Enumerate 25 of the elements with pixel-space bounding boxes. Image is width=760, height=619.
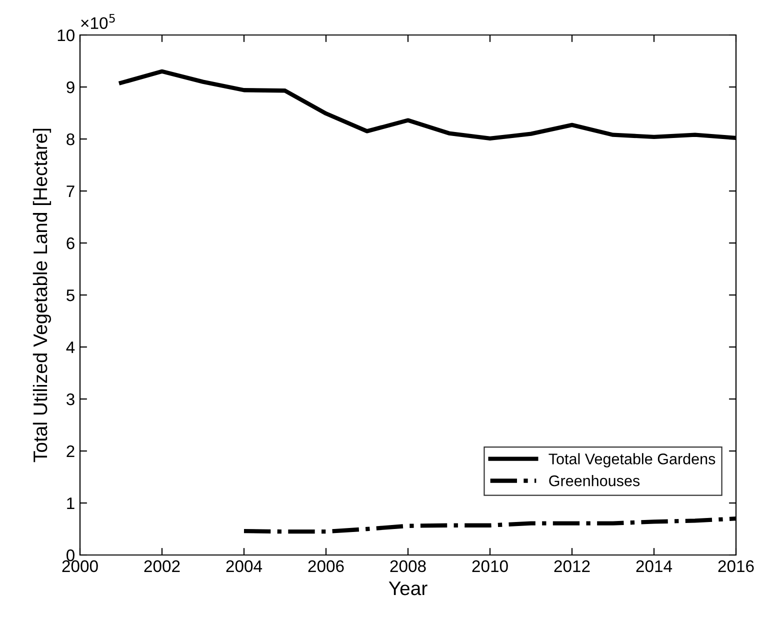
- y-tick-label: 10: [58, 29, 74, 42]
- y-tick-label: 3: [66, 393, 74, 406]
- y-tick-label: 1: [67, 498, 74, 510]
- text: ×10$^{5}$: [81, 14, 115, 29]
- y-tick-label: 4: [66, 342, 75, 354]
- x-tick-label: 2004: [226, 560, 262, 572]
- x-tick-label: 2000: [62, 560, 98, 572]
- y-tick-label: 6: [66, 237, 74, 250]
- x-tick-label: 2008: [390, 560, 426, 572]
- legend-label: Total Vegetable Gardens: [548, 453, 716, 468]
- x-tick-label: 2010: [472, 560, 508, 572]
- y-tick-label: 7: [66, 186, 74, 198]
- y-tick-label: 2: [66, 445, 74, 458]
- x-tick-label: 2012: [554, 560, 590, 572]
- y-axis-title: Total Utilized Vegetable Land [Hectare]: [32, 128, 52, 462]
- y-tick-label: 5: [66, 290, 74, 302]
- x-tick-label: 2002: [144, 560, 180, 572]
- legend-label: Greenhouses: [549, 475, 640, 486]
- y-tick-label: 9: [66, 81, 74, 94]
- y-tick-label: 8: [66, 133, 74, 146]
- x-tick-label: 2014: [636, 560, 672, 572]
- x-tick-label: 2016: [718, 560, 754, 572]
- x-axis-title: Year: [388, 582, 428, 596]
- x-tick-label: 2006: [308, 560, 344, 572]
- y-tick-label: 0: [66, 549, 74, 562]
